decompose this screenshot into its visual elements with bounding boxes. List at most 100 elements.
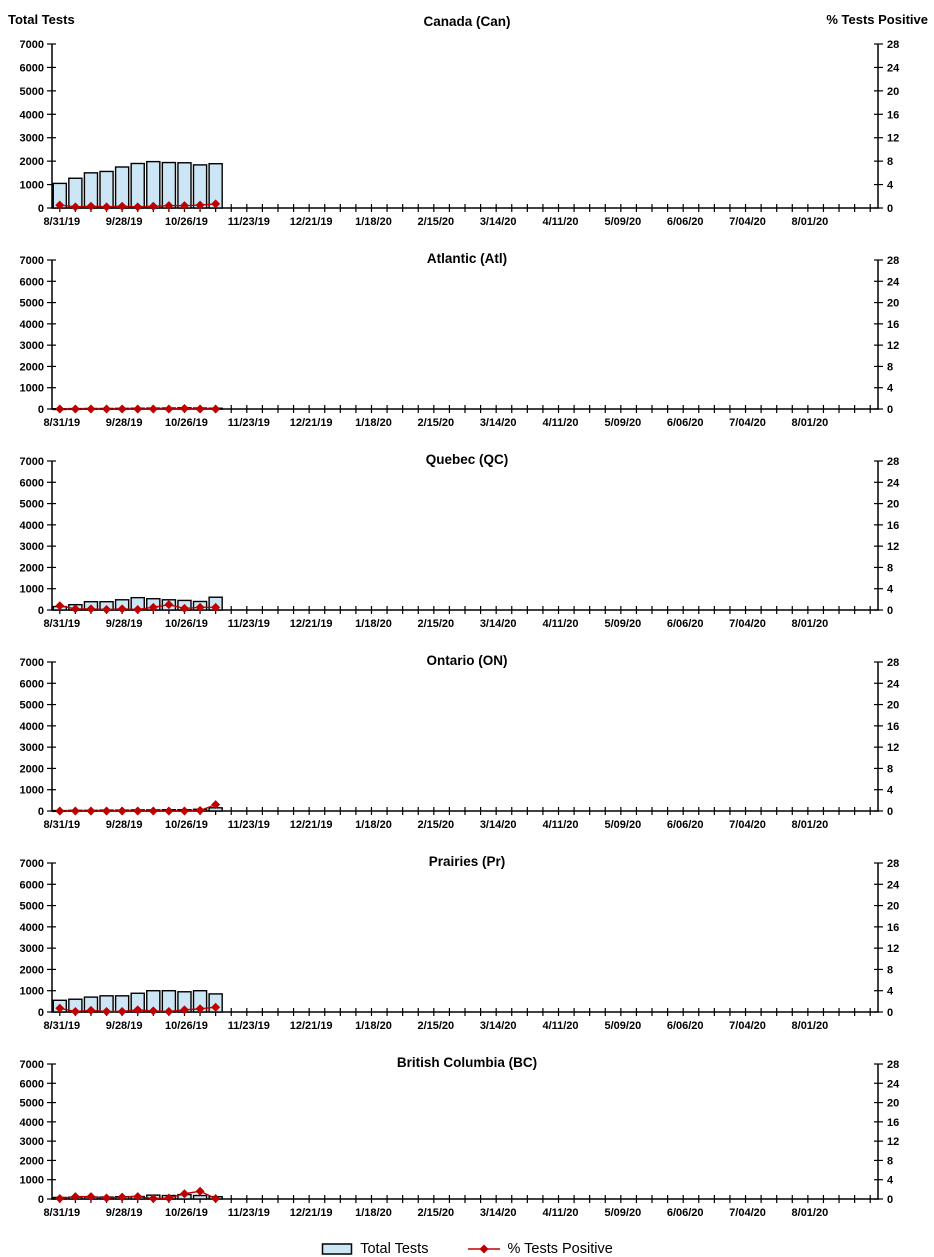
legend-label-total-tests: Total Tests — [360, 1241, 429, 1257]
pct-positive-point — [55, 1194, 65, 1204]
x-tick-label: 10/26/19 — [165, 216, 208, 228]
right-tick-label: 16 — [887, 721, 899, 733]
right-tick-label: 8 — [887, 156, 893, 168]
right-tick-label: 4 — [887, 785, 894, 797]
pct-positive-point — [70, 202, 80, 212]
right-tick-label: 8 — [887, 1155, 893, 1167]
x-tick-label: 11/23/19 — [228, 1020, 270, 1032]
legend: Total Tests % Tests Positive — [0, 1241, 934, 1257]
right-tick-label: 8 — [887, 562, 893, 574]
right-tick-label: 24 — [887, 1078, 900, 1090]
x-tick-label: 12/21/19 — [290, 819, 333, 831]
left-tick-label: 7000 — [20, 657, 44, 669]
x-tick-label: 3/14/20 — [480, 819, 517, 831]
left-tick-label: 6000 — [20, 879, 44, 891]
right-tick-label: 0 — [887, 404, 893, 416]
right-tick-label: 24 — [887, 879, 900, 891]
chart-prairies: Prairies (Pr) 0 1000 2000 3000 4000 5000 6000 7… — [0, 853, 934, 1038]
right-tick-label: 8 — [887, 763, 893, 775]
left-tick-label: 3000 — [20, 541, 44, 553]
pct-positive-point — [164, 201, 174, 211]
left-tick-label: 5000 — [20, 1098, 44, 1110]
total-tests-bar — [130, 162, 145, 209]
pct-positive-point — [195, 1004, 205, 1014]
left-tick-label: 1000 — [20, 986, 44, 998]
pct-positive-point — [211, 1194, 221, 1204]
right-tick-label: 28 — [887, 456, 899, 468]
x-tick-label: 10/26/19 — [165, 1207, 208, 1219]
atlantic-chart-canvas: 0 1000 2000 3000 4000 5000 6000 7000 0 4 8 12 16 20 24… — [20, 255, 901, 429]
x-tick-label: 8/31/19 — [43, 1207, 80, 1219]
right-tick-label: 12 — [887, 340, 899, 352]
x-tick-label: 5/09/20 — [604, 819, 641, 831]
left-tick-label: 0 — [38, 806, 44, 818]
x-tick-label: 11/23/19 — [228, 618, 270, 630]
pct-positive-point — [179, 1005, 189, 1015]
x-tick-label: 12/21/19 — [290, 417, 333, 429]
pct-positive-point — [86, 604, 96, 614]
pct-positive-point — [211, 800, 221, 810]
pct-positive-point — [195, 200, 205, 210]
pct-positive-point — [195, 1186, 205, 1196]
pct-positive-point — [86, 404, 96, 414]
right-tick-label: 12 — [887, 133, 899, 145]
left-tick-label: 2000 — [20, 562, 44, 574]
pct-positive-point — [70, 1006, 80, 1016]
pct-positive-point — [164, 1193, 174, 1203]
x-tick-label: 8/01/20 — [792, 216, 829, 228]
x-tick-label: 12/21/19 — [290, 1207, 333, 1219]
legend-item-total-tests: Total Tests — [321, 1241, 428, 1257]
pct-positive-point — [211, 199, 221, 209]
pct-positive-point — [133, 202, 143, 212]
x-tick-label: 4/11/20 — [542, 618, 578, 630]
x-tick-label: 7/04/20 — [729, 819, 766, 831]
pct-positive-point — [133, 806, 143, 816]
left-tick-label: 5000 — [20, 700, 44, 712]
pct-positive-point — [179, 806, 189, 816]
axis-title-left: Total Tests — [8, 12, 75, 27]
right-tick-label: 4 — [887, 584, 894, 596]
right-tick-label: 0 — [887, 203, 893, 215]
pct-positive-point — [86, 201, 96, 211]
left-tick-label: 5000 — [20, 901, 44, 913]
pct-positive-point — [164, 404, 174, 414]
pct-positive-point — [133, 404, 143, 414]
right-tick-label: 0 — [887, 1194, 893, 1206]
x-tick-label: 11/23/19 — [228, 216, 270, 228]
x-tick-label: 8/31/19 — [43, 417, 80, 429]
bar-swatch — [321, 1243, 353, 1255]
right-tick-label: 4 — [887, 1175, 894, 1187]
line-diamond-icon — [468, 1244, 501, 1254]
pct-positive-point — [148, 404, 158, 414]
left-tick-label: 7000 — [20, 858, 44, 870]
right-tick-label: 28 — [887, 39, 899, 51]
pct-positive-point — [117, 1192, 127, 1202]
right-tick-label: 28 — [887, 255, 899, 267]
pct-positive-point — [70, 404, 80, 414]
right-tick-label: 16 — [887, 319, 899, 331]
x-tick-label: 3/14/20 — [480, 1020, 517, 1032]
chart-atlantic: Atlantic (Atl) 0 1000 2000 3000 4000 5000 6000… — [0, 250, 934, 435]
pct-positive-point — [117, 201, 127, 211]
x-tick-label: 11/23/19 — [228, 819, 270, 831]
x-tick-label: 1/18/20 — [355, 417, 392, 429]
pct-positive-point — [55, 404, 65, 414]
x-tick-label: 12/21/19 — [290, 618, 333, 630]
left-tick-label: 6000 — [20, 62, 44, 74]
pct-positive-point — [195, 404, 205, 414]
chart-title-canada: Canada (Can) — [423, 14, 511, 29]
pct-positive-point — [55, 806, 65, 816]
x-tick-label: 6/06/20 — [667, 819, 704, 831]
pct-positive-point — [179, 403, 189, 413]
x-tick-label: 1/18/20 — [355, 1207, 392, 1219]
chart-title-bc: British Columbia (BC) — [396, 1055, 538, 1070]
x-tick-label: 3/14/20 — [480, 1207, 517, 1219]
right-tick-label: 24 — [887, 62, 900, 74]
bar-swatch-icon — [321, 1243, 353, 1255]
legend-diamond — [479, 1244, 489, 1254]
pct-positive-point — [148, 1194, 158, 1204]
x-tick-label: 6/06/20 — [667, 1020, 704, 1032]
x-tick-label: 8/01/20 — [792, 417, 829, 429]
left-tick-label: 0 — [38, 404, 44, 416]
x-tick-label: 7/04/20 — [729, 618, 766, 630]
